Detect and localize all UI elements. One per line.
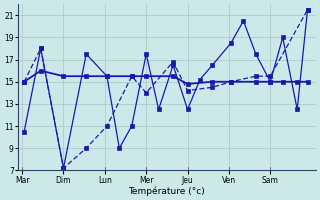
- X-axis label: Température (°c): Température (°c): [129, 186, 205, 196]
